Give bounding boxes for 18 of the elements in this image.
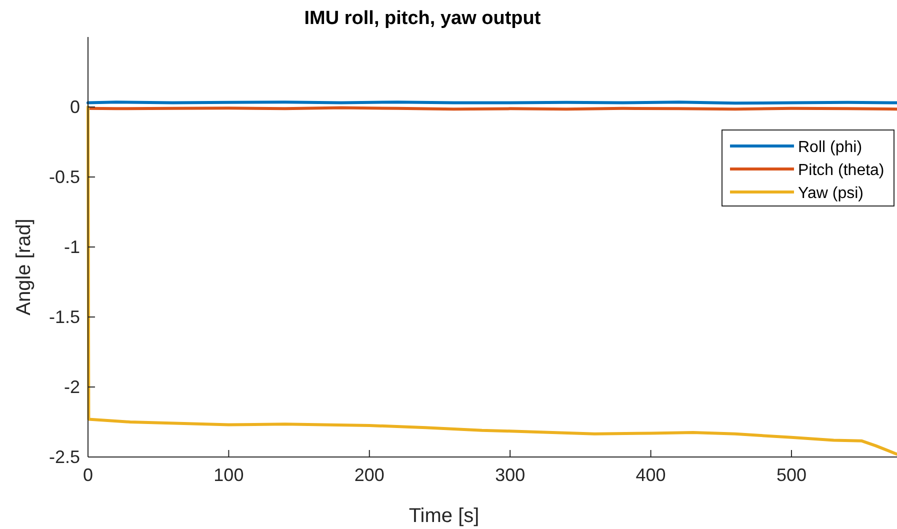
x-tick-label: 300 bbox=[495, 465, 526, 485]
x-tick-label: 200 bbox=[354, 465, 384, 485]
y-axis-title: Angle [rad] bbox=[13, 218, 35, 316]
x-tick-label: 0 bbox=[82, 465, 94, 485]
y-tick-label: -0.5 bbox=[48, 167, 80, 187]
y-tick-label: -2.5 bbox=[48, 447, 80, 467]
y-tick-label: -1 bbox=[64, 237, 80, 257]
x-tick-label: 400 bbox=[636, 465, 666, 485]
x-axis-title: Time [s] bbox=[408, 505, 480, 527]
legend-label: Roll (phi) bbox=[798, 139, 862, 156]
chart-title: IMU roll, pitch, yaw output bbox=[304, 8, 542, 29]
legend-label: Yaw (psi) bbox=[798, 185, 864, 202]
x-tick-label: 100 bbox=[214, 465, 244, 485]
y-tick-label: 0 bbox=[70, 97, 80, 117]
y-tick-label: -1.5 bbox=[48, 307, 80, 327]
legend-label: Pitch (theta) bbox=[798, 162, 884, 179]
y-tick-label: -2 bbox=[64, 377, 80, 397]
x-tick-label: 500 bbox=[776, 465, 806, 485]
